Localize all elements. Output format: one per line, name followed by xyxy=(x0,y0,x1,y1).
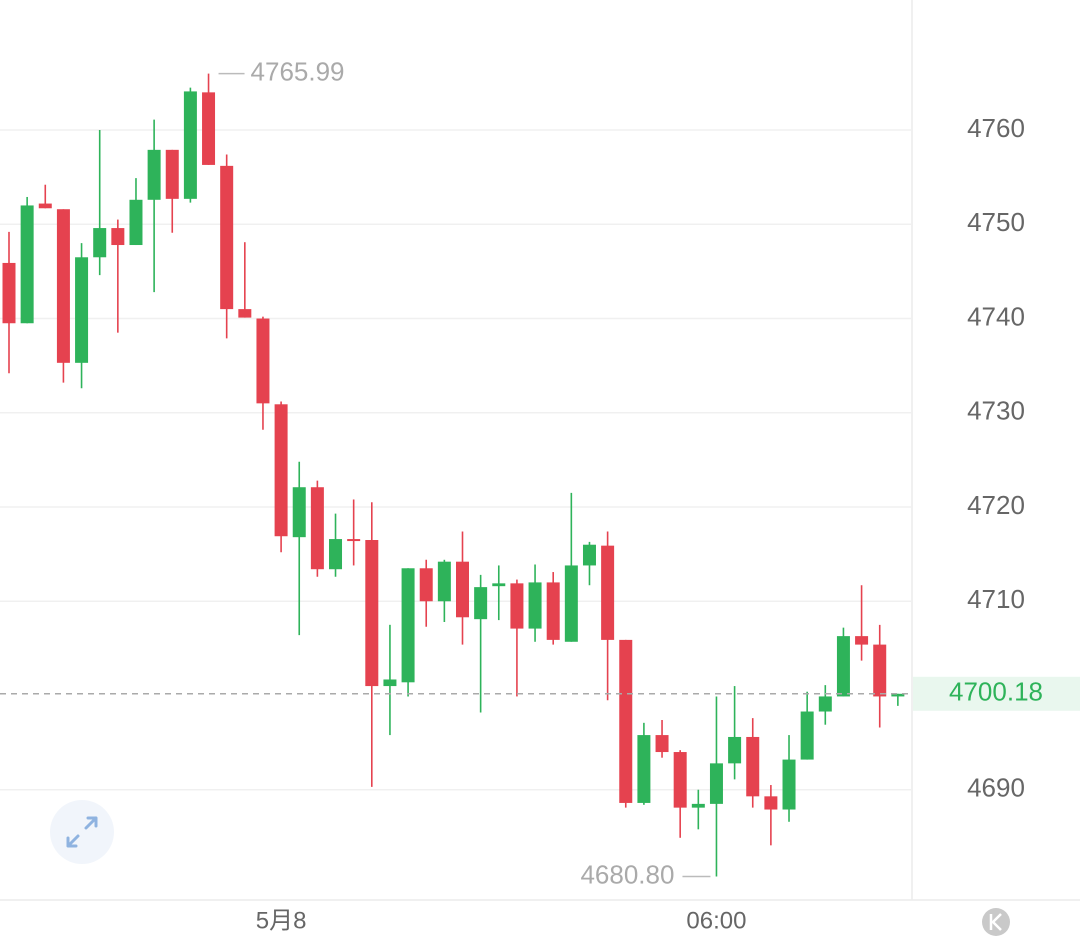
kline-icon[interactable] xyxy=(989,913,1002,931)
candle-body xyxy=(564,565,578,642)
candle-body xyxy=(855,636,869,645)
candle-body xyxy=(546,582,560,640)
candle-body xyxy=(147,149,161,200)
candle-body xyxy=(2,262,16,324)
candle-body xyxy=(129,199,143,246)
expand-button-bg[interactable] xyxy=(50,800,114,864)
expand-icon[interactable] xyxy=(66,816,98,848)
y-tick-label: 4740 xyxy=(967,301,1025,331)
candle-body xyxy=(329,539,343,570)
x-tick-label: 5月8 xyxy=(256,907,307,934)
y-tick-label: 4710 xyxy=(967,584,1025,614)
candle-body xyxy=(528,582,542,629)
candle-body xyxy=(728,736,742,764)
candle-body xyxy=(93,228,107,258)
candle-body xyxy=(673,752,687,808)
candle-body xyxy=(474,587,488,620)
candle-body xyxy=(818,696,832,712)
candle-body xyxy=(691,803,705,808)
candle-body xyxy=(165,149,179,199)
candle-body xyxy=(419,568,433,602)
candle-body xyxy=(75,257,89,363)
candle-body xyxy=(746,736,760,797)
candle-body xyxy=(256,318,270,404)
candle-body xyxy=(365,540,379,687)
candle-body xyxy=(655,735,669,753)
candle-body xyxy=(601,545,615,640)
y-tick-label: 4760 xyxy=(967,113,1025,143)
kline-button-bg[interactable] xyxy=(982,908,1010,936)
min-marker-label: 4680.80 xyxy=(580,859,674,889)
candle-body xyxy=(873,644,887,697)
kline-button[interactable] xyxy=(982,908,1010,936)
candle-body xyxy=(836,636,850,697)
candle-body xyxy=(38,203,52,209)
candle-body xyxy=(619,639,633,803)
candle-body xyxy=(637,735,651,803)
candle-body xyxy=(437,561,451,602)
candle-body xyxy=(238,309,252,318)
candle-body xyxy=(310,487,324,570)
candle-body xyxy=(891,693,905,697)
candle-body xyxy=(582,544,596,566)
candle-body xyxy=(456,561,469,618)
candle-body xyxy=(782,759,796,810)
x-tick-label: 06:00 xyxy=(686,907,746,934)
candle-body xyxy=(20,205,34,324)
candle-body xyxy=(401,568,415,683)
last-price-label: 4700.18 xyxy=(949,677,1043,707)
candle-body xyxy=(292,487,306,538)
y-tick-label: 4730 xyxy=(967,396,1025,426)
candle-body xyxy=(56,209,70,363)
candle-body xyxy=(220,165,234,310)
last-price-box xyxy=(913,676,1080,711)
candle-body xyxy=(274,404,288,537)
candle-body xyxy=(800,711,814,760)
y-tick-label: 4720 xyxy=(967,490,1025,520)
max-marker-label: 4765.99 xyxy=(251,56,345,86)
candle-body xyxy=(510,583,524,629)
expand-button[interactable] xyxy=(50,800,114,864)
candle-body xyxy=(764,796,778,810)
candle-body xyxy=(492,583,506,587)
candle-body xyxy=(383,679,397,687)
candle-body xyxy=(347,539,361,542)
candle-body xyxy=(111,228,125,246)
candle-body xyxy=(202,92,216,165)
y-tick-label: 4750 xyxy=(967,207,1025,237)
y-tick-label: 4690 xyxy=(967,773,1025,803)
candle-body xyxy=(183,91,197,199)
candle-body xyxy=(709,763,723,804)
